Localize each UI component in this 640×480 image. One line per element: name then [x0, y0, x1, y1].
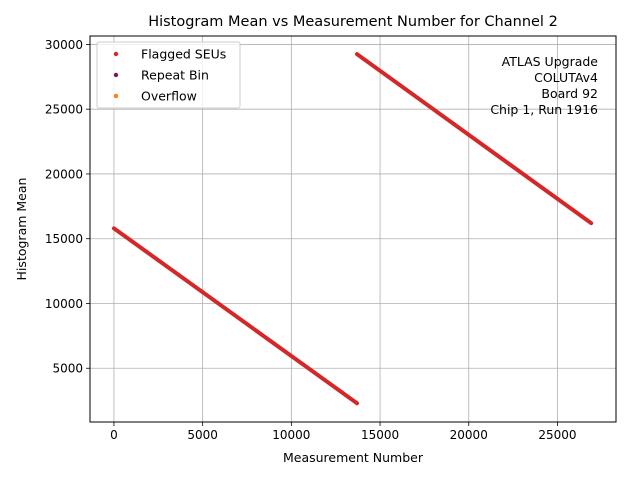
x-axis-label: Measurement Number: [283, 450, 424, 465]
annotation-line: Chip 1, Run 1916: [490, 102, 598, 117]
y-axis-ticks: 5000 10000 15000 20000 25000 30000: [45, 38, 90, 376]
annotation-line: COLUTAv4: [534, 70, 598, 85]
y-tick-label: 20000: [45, 167, 83, 181]
x-tick-label: 0: [110, 428, 118, 442]
y-tick-label: 15000: [45, 232, 83, 246]
x-tick-label: 10000: [272, 428, 310, 442]
y-tick-label: 25000: [45, 103, 83, 117]
chart-title: Histogram Mean vs Measurement Number for…: [148, 14, 558, 30]
data-point-run: [111, 226, 359, 406]
data-point-run: [354, 52, 594, 226]
grid-lines: [90, 36, 616, 422]
y-axis-label: Histogram Mean: [14, 178, 29, 281]
x-tick-label: 5000: [187, 428, 218, 442]
legend-label: Repeat Bin: [141, 68, 209, 83]
legend-items: Flagged SEUs Repeat Bin Overflow: [113, 47, 226, 104]
annotation-line: ATLAS Upgrade: [502, 54, 599, 69]
legend-marker: [113, 51, 119, 57]
series-flagged-seus: [111, 52, 594, 406]
legend-label: Flagged SEUs: [141, 47, 226, 62]
legend-marker: [113, 72, 119, 78]
data-points: [111, 52, 594, 406]
plot-area-frame: [89, 35, 617, 423]
x-axis-ticks: 0 5000 10000 15000 20000 25000: [110, 422, 577, 442]
legend: Flagged SEUs Repeat Bin Overflow: [96, 41, 241, 109]
legend-box: [96, 41, 241, 109]
legend-marker: [113, 93, 119, 99]
y-tick-label: 30000: [45, 38, 83, 52]
y-tick-label: 5000: [52, 362, 83, 376]
annotation-line: Board 92: [541, 86, 598, 101]
legend-label: Overflow: [141, 89, 197, 104]
x-tick-label: 20000: [450, 428, 488, 442]
x-tick-label: 25000: [538, 428, 576, 442]
y-tick-label: 10000: [45, 297, 83, 311]
x-tick-label: 15000: [361, 428, 399, 442]
